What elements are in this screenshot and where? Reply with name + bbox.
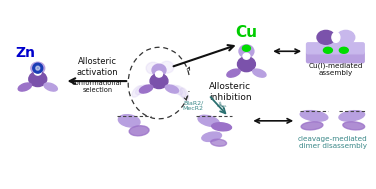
Circle shape: [36, 66, 40, 70]
Text: cleavage-mediated
dimer disassembly: cleavage-mediated dimer disassembly: [298, 136, 368, 149]
Ellipse shape: [340, 47, 348, 53]
Ellipse shape: [160, 61, 174, 73]
Ellipse shape: [34, 69, 41, 75]
Ellipse shape: [300, 111, 328, 121]
Ellipse shape: [118, 115, 140, 127]
Ellipse shape: [243, 53, 250, 59]
Ellipse shape: [332, 32, 340, 42]
Ellipse shape: [152, 64, 166, 76]
FancyBboxPatch shape: [306, 43, 364, 54]
Text: ✂: ✂: [214, 100, 227, 114]
Ellipse shape: [129, 126, 149, 136]
Text: Cu(I)-mediated
assembly: Cu(I)-mediated assembly: [309, 62, 363, 76]
Ellipse shape: [176, 86, 186, 97]
Ellipse shape: [18, 83, 32, 91]
Circle shape: [33, 63, 43, 73]
Ellipse shape: [139, 85, 153, 93]
Ellipse shape: [165, 85, 179, 93]
Ellipse shape: [132, 86, 143, 97]
Ellipse shape: [150, 74, 168, 88]
Ellipse shape: [31, 62, 45, 74]
FancyBboxPatch shape: [306, 52, 364, 63]
Ellipse shape: [227, 69, 240, 77]
Text: conformational
selection: conformational selection: [72, 80, 123, 93]
Ellipse shape: [238, 57, 255, 72]
Ellipse shape: [337, 30, 355, 44]
Ellipse shape: [243, 45, 250, 51]
Ellipse shape: [44, 83, 57, 91]
Ellipse shape: [253, 69, 266, 77]
Text: Allosteric
inhibition: Allosteric inhibition: [209, 82, 251, 102]
Text: BlaR2/
MecR2: BlaR2/ MecR2: [183, 101, 204, 111]
Ellipse shape: [198, 115, 219, 126]
Ellipse shape: [180, 88, 189, 101]
Text: Cu: Cu: [235, 25, 258, 40]
Text: Zn: Zn: [16, 46, 36, 60]
Ellipse shape: [146, 62, 160, 74]
Ellipse shape: [323, 47, 332, 53]
Ellipse shape: [202, 132, 221, 141]
Ellipse shape: [317, 30, 335, 44]
Ellipse shape: [156, 71, 162, 77]
Ellipse shape: [239, 45, 254, 58]
Ellipse shape: [301, 122, 323, 130]
Ellipse shape: [29, 72, 47, 87]
Text: Allosteric
activation: Allosteric activation: [77, 57, 118, 77]
Ellipse shape: [135, 85, 147, 94]
Ellipse shape: [339, 111, 365, 121]
Ellipse shape: [211, 139, 227, 146]
Ellipse shape: [212, 123, 232, 131]
Ellipse shape: [343, 122, 365, 130]
Ellipse shape: [170, 85, 183, 94]
